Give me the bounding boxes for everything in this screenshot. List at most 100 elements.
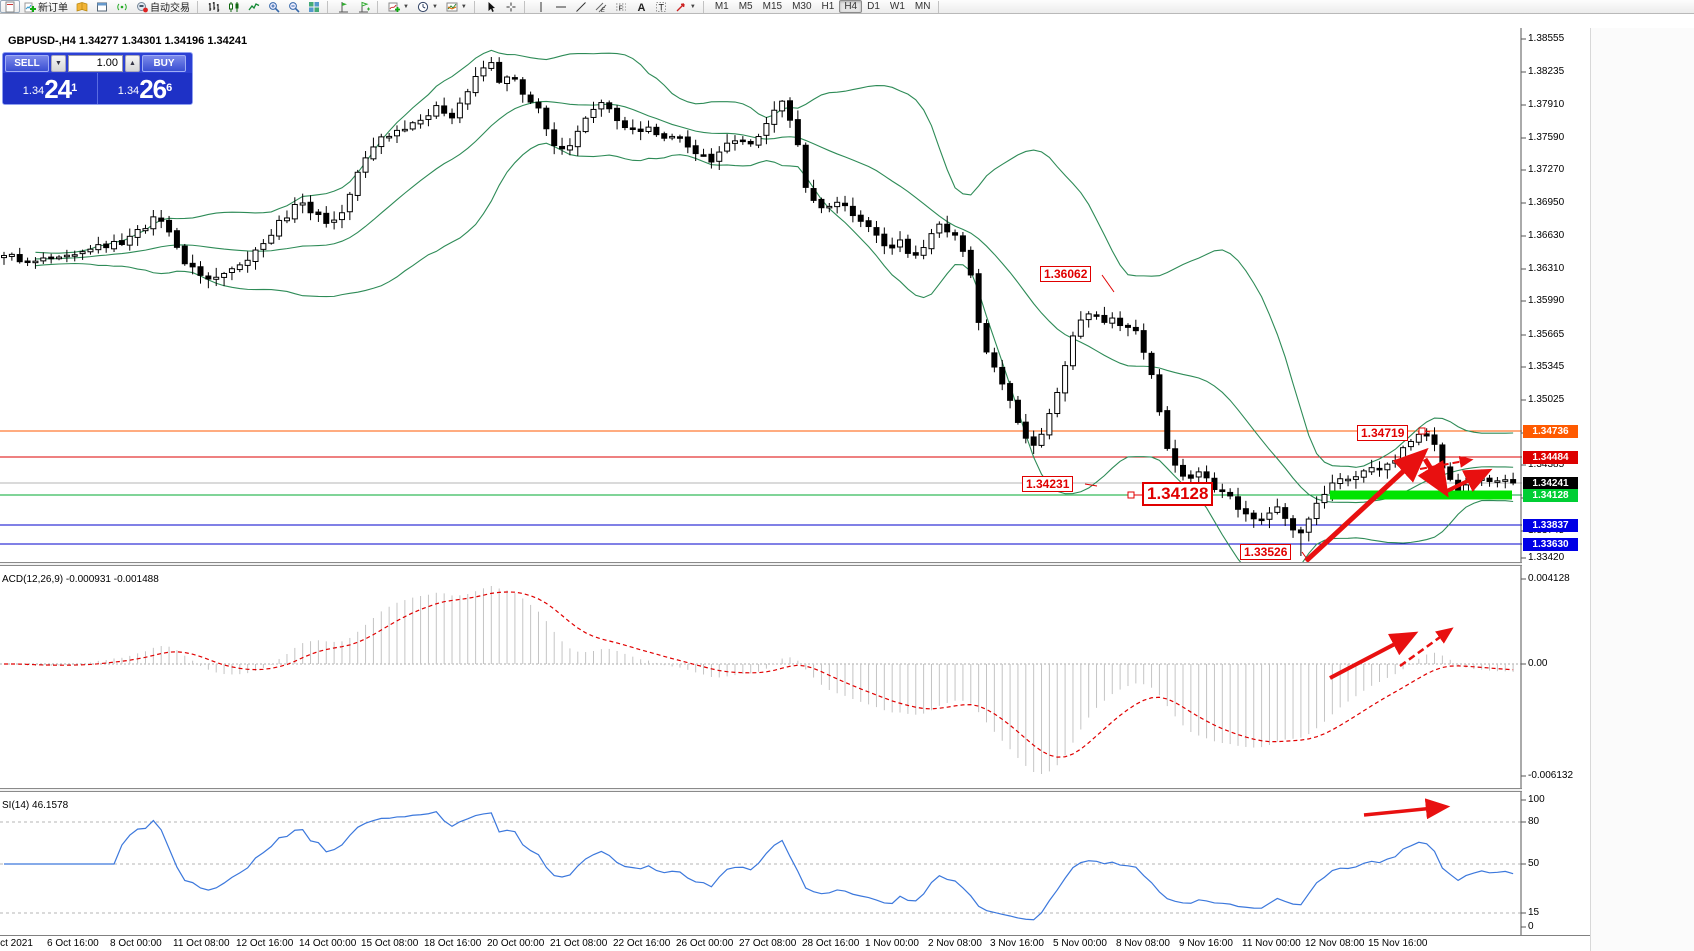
tile-windows-icon[interactable] (304, 0, 324, 13)
rsi-panel-separator[interactable] (0, 788, 1522, 792)
time-axis-label: 2 Nov 08:00 (928, 938, 982, 949)
macd-axis-value: -0.006132 (1528, 770, 1574, 781)
timeframe-button-m30[interactable]: M30 (792, 1, 812, 12)
signals-icon[interactable] (112, 0, 132, 13)
time-axis-label: 14 Oct 00:00 (299, 938, 357, 949)
svg-text:T: T (658, 2, 664, 12)
sell-quote[interactable]: 1.34 24 1 (3, 73, 98, 104)
templates-icon[interactable]: ▼ (442, 0, 471, 13)
macd-panel-separator[interactable] (0, 562, 1522, 566)
periods-icon[interactable]: ▼ (413, 0, 442, 13)
buy-quote[interactable]: 1.34 26 6 (98, 73, 192, 104)
time-axis-label: 21 Oct 08:00 (550, 938, 608, 949)
level-label-1-33526[interactable]: 1.33526 (1240, 544, 1292, 561)
auto-scroll-icon[interactable] (334, 0, 354, 13)
cursor-icon[interactable] (481, 0, 501, 13)
timeframe-button-m1[interactable]: M1 (714, 1, 729, 12)
crosshair-icon[interactable] (501, 0, 521, 13)
chart-window[interactable]: GBPUSD-,H4 1.34277 1.34301 1.34196 1.342… (0, 14, 1694, 951)
timeframe-button-h1[interactable]: H1 (821, 1, 835, 12)
chart-title: GBPUSD-,H4 1.34277 1.34301 1.34196 1.342… (8, 35, 248, 47)
time-axis-label: 5 Nov 00:00 (1053, 938, 1107, 949)
timeframe-button-mn[interactable]: MN (914, 1, 931, 12)
price-axis-tick: 1.38555 (1528, 33, 1565, 44)
svg-text:A: A (637, 2, 645, 13)
zoom-out-icon[interactable] (284, 0, 304, 13)
indicators-icon[interactable]: ▼ (384, 0, 413, 13)
price-axis-tick: 1.37910 (1528, 99, 1565, 110)
chart-shift-icon[interactable] (354, 0, 374, 13)
chevron-down-icon: ▼ (460, 3, 467, 10)
text-icon[interactable]: A (631, 0, 651, 13)
volume-increase-button[interactable]: ▲ (125, 54, 140, 72)
toolbar-separator (473, 0, 479, 13)
text-label-icon[interactable]: T (651, 0, 671, 13)
buy-button[interactable]: BUY (142, 54, 186, 72)
price-axis-tick: 1.35345 (1528, 361, 1565, 372)
timeframe-button-m5[interactable]: M5 (738, 1, 753, 12)
hline-icon[interactable] (551, 0, 571, 13)
price-axis-tick: 1.37590 (1528, 132, 1565, 143)
trendline-icon[interactable] (571, 0, 591, 13)
zoom-in-icon[interactable] (264, 0, 284, 13)
time-axis-label: 6 Oct 16:00 (47, 938, 99, 949)
time-axis-label: 12 Nov 08:00 (1305, 938, 1365, 949)
time-axis-label: 27 Oct 08:00 (739, 938, 797, 949)
toolbar-separator (197, 0, 202, 13)
price-axis-tick: 1.33420 (1528, 552, 1565, 563)
macd-label: ACD(12,26,9) -0.000931 -0.001488 (2, 574, 159, 585)
toolbar-separator (702, 0, 708, 13)
time-axis-label: 15 Nov 16:00 (1368, 938, 1428, 949)
fibonacci-icon[interactable]: F (611, 0, 631, 13)
workspace-gap (1590, 28, 1694, 951)
level-label-1-36062[interactable]: 1.36062 (1040, 266, 1092, 283)
toolbar-separator (938, 0, 943, 13)
arrows-icon[interactable]: ▼ (671, 0, 700, 13)
price-axis-tick: 1.35990 (1528, 295, 1565, 306)
timeframe-button-m15[interactable]: M15 (762, 1, 783, 12)
level-label-1-34231[interactable]: 1.34231 (1022, 476, 1074, 493)
buy-price-small: 1.34 (117, 85, 140, 97)
svg-text:E: E (601, 8, 606, 13)
equidistant-channel-icon[interactable]: E (591, 0, 611, 13)
rsi-axis-value: 0 (1528, 921, 1534, 932)
sell-price-small: 1.34 (22, 85, 45, 97)
volume-input[interactable]: 1.00 (68, 54, 123, 72)
line-chart-icon[interactable] (244, 0, 264, 13)
timeframe-button-w1[interactable]: W1 (889, 1, 905, 12)
buy-price-sup: 6 (166, 82, 173, 94)
price-level-label: 1.34241 (1523, 476, 1578, 490)
one-click-trading-panel: SELL ▼ 1.00 ▲ BUY 1.34 24 1 1.34 26 6 (2, 52, 193, 105)
buy-price-big: 26 (139, 74, 167, 104)
timeframe-button-h4[interactable]: H4 (839, 0, 863, 13)
time-axis-label: 12 Oct 16:00 (236, 938, 294, 949)
autotrading-button-label: 自动交易 (150, 3, 190, 14)
chevron-down-icon: ▼ (689, 3, 696, 10)
time-axis-label: 28 Oct 16:00 (802, 938, 860, 949)
time-axis-label: 5 Oct 2021 (0, 938, 33, 949)
new-order-button[interactable]: 新订单 (20, 0, 72, 14)
timeframe-button-d1[interactable]: D1 (867, 1, 880, 12)
app-icon[interactable] (0, 0, 20, 13)
time-axis-label: 22 Oct 16:00 (613, 938, 671, 949)
level-label-1-34128[interactable]: 1.34128 (1142, 482, 1214, 507)
data-window-icon[interactable] (92, 0, 112, 13)
level-label-1-34719[interactable]: 1.34719 (1357, 425, 1409, 442)
rsi-axis-value: 100 (1528, 794, 1545, 805)
vline-icon[interactable] (531, 0, 551, 13)
price-axis-tick: 1.36950 (1528, 197, 1565, 208)
price-level-label: 1.34736 (1523, 424, 1578, 438)
rsi-axis-value: 80 (1528, 816, 1540, 827)
sell-button[interactable]: SELL (5, 54, 49, 72)
rsi-axis-value: 50 (1528, 858, 1540, 869)
time-axis-label: 18 Oct 16:00 (424, 938, 482, 949)
market-watch-icon[interactable] (72, 0, 92, 13)
candlestick-chart-icon[interactable] (224, 0, 244, 13)
time-axis-label: 9 Nov 16:00 (1179, 938, 1233, 949)
chart-canvas[interactable] (0, 14, 1530, 951)
bar-chart-icon[interactable] (204, 0, 224, 13)
autotrading-button[interactable]: 自动交易 (132, 0, 194, 14)
volume-decrease-button[interactable]: ▼ (51, 54, 66, 72)
time-axis-label: 3 Nov 16:00 (990, 938, 1044, 949)
